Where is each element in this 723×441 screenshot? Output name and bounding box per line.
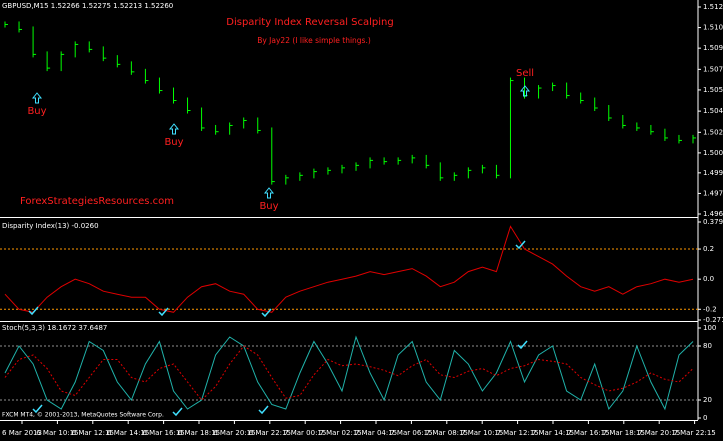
- y-tick-label: 1.50090: [703, 149, 723, 157]
- signal-check: [517, 340, 528, 350]
- data-line: [4, 335, 694, 411]
- y-tick-label: 1.51260: [703, 3, 723, 11]
- x-tick-label: 7 Mar 22:15: [673, 429, 715, 437]
- chart-title: Disparity Index Reversal Scalping: [226, 17, 393, 28]
- x-tick-label: 6 Mar 20:15: [213, 429, 255, 437]
- y-tick-label: 1.49765: [703, 189, 723, 197]
- signal-arrow: [519, 85, 531, 97]
- signal-check: [515, 240, 526, 250]
- y-tick-label: 1.51095: [703, 24, 723, 32]
- signal-check: [32, 404, 43, 414]
- data-line: [4, 225, 694, 313]
- copyright: FXCM MT4, © 2001-2013, MetaQuotes Softwa…: [2, 412, 164, 419]
- y-tick-label: 1.50595: [703, 86, 723, 94]
- x-tick-label: 7 Mar 10:15: [461, 429, 503, 437]
- stoch-title: Stoch(5,3,3) 18.1672 37.6487: [2, 324, 107, 332]
- y-tick-label: 1.50930: [703, 44, 723, 52]
- x-tick-label: 7 Mar 08:15: [426, 429, 468, 437]
- x-tick-label: 7 Mar 20:15: [638, 429, 680, 437]
- signal-label: Buy: [164, 137, 183, 148]
- signal-arrow: [263, 187, 275, 199]
- x-tick-label: 6 Mar 10:15: [36, 429, 78, 437]
- y-tick-label: 1.49600: [703, 210, 723, 218]
- data-line: [4, 345, 694, 401]
- x-tick-label: 7 Mar 04:15: [355, 429, 397, 437]
- signal-label: Buy: [27, 106, 46, 117]
- disparity-title: Disparity Index(13) -0.0260: [2, 222, 99, 230]
- x-tick-label: 6 Mar 2013: [2, 429, 42, 437]
- watermark: ForexStrategiesResources.com: [20, 196, 174, 207]
- signal-check: [261, 308, 272, 318]
- y-tick-label: 1.50425: [703, 107, 723, 115]
- x-tick-label: 7 Mar 16:15: [567, 429, 609, 437]
- signal-label: Buy: [259, 201, 278, 212]
- x-tick-label: 7 Mar 00:15: [284, 429, 326, 437]
- x-tick-label: 6 Mar 16:15: [142, 429, 184, 437]
- signal-check: [172, 407, 183, 417]
- x-tick-label: 6 Mar 12:15: [72, 429, 114, 437]
- y-tick-label: 0.3795: [703, 218, 723, 226]
- symbol-info: GBPUSD,M15 1.52266 1.52275 1.52213 1.522…: [2, 2, 173, 10]
- y-tick-label: -0.2: [703, 305, 717, 313]
- y-tick-label: 1.50760: [703, 65, 723, 73]
- y-tick-label: 0.2: [703, 245, 714, 253]
- y-tick-label: 1.50255: [703, 128, 723, 136]
- y-tick-label: 0: [703, 414, 707, 422]
- y-tick-label: 0.0: [703, 275, 714, 283]
- x-tick-label: 6 Mar 18:15: [178, 429, 220, 437]
- x-tick-label: 6 Mar 14:15: [107, 429, 149, 437]
- y-tick-label: 100: [703, 324, 716, 332]
- x-tick-label: 7 Mar 18:15: [603, 429, 645, 437]
- y-tick-label: 1.49930: [703, 169, 723, 177]
- x-tick-label: 7 Mar 06:15: [390, 429, 432, 437]
- y-tick-label: 20: [703, 396, 712, 404]
- x-tick-label: 6 Mar 22:15: [249, 429, 291, 437]
- y-tick-label: 80: [703, 342, 712, 350]
- x-tick-label: 7 Mar 12:15: [496, 429, 538, 437]
- signal-check: [158, 307, 169, 317]
- signal-arrow: [168, 123, 180, 135]
- signal-label: Sell: [516, 68, 534, 79]
- signal-arrow: [31, 92, 43, 104]
- signal-check: [258, 405, 269, 415]
- subtitle: By Jay22 (I like simple things.): [257, 36, 371, 45]
- x-tick-label: 7 Mar 14:15: [532, 429, 574, 437]
- signal-check: [28, 306, 39, 316]
- x-tick-label: 7 Mar 02:15: [319, 429, 361, 437]
- y-tick-label: -0.2712: [703, 316, 723, 324]
